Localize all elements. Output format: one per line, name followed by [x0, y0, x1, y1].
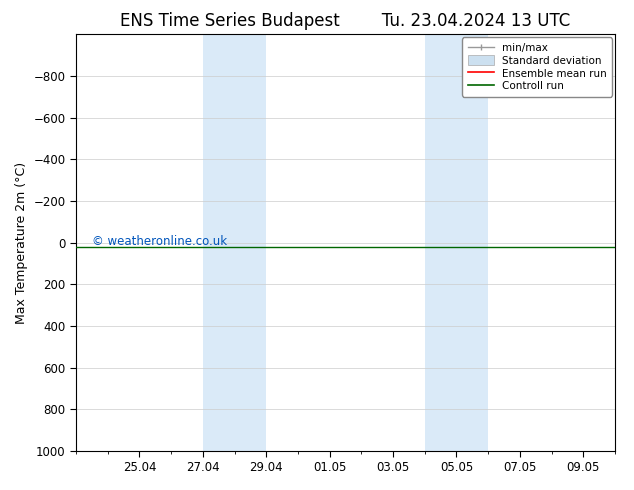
- Title: ENS Time Series Budapest        Tu. 23.04.2024 13 UTC: ENS Time Series Budapest Tu. 23.04.2024 …: [120, 12, 571, 30]
- Text: © weatheronline.co.uk: © weatheronline.co.uk: [93, 235, 228, 248]
- Bar: [203, 34, 266, 451]
- Legend: min/max, Standard deviation, Ensemble mean run, Controll run: min/max, Standard deviation, Ensemble me…: [462, 37, 612, 97]
- Y-axis label: Max Temperature 2m (°C): Max Temperature 2m (°C): [15, 162, 28, 323]
- Bar: [425, 34, 488, 451]
